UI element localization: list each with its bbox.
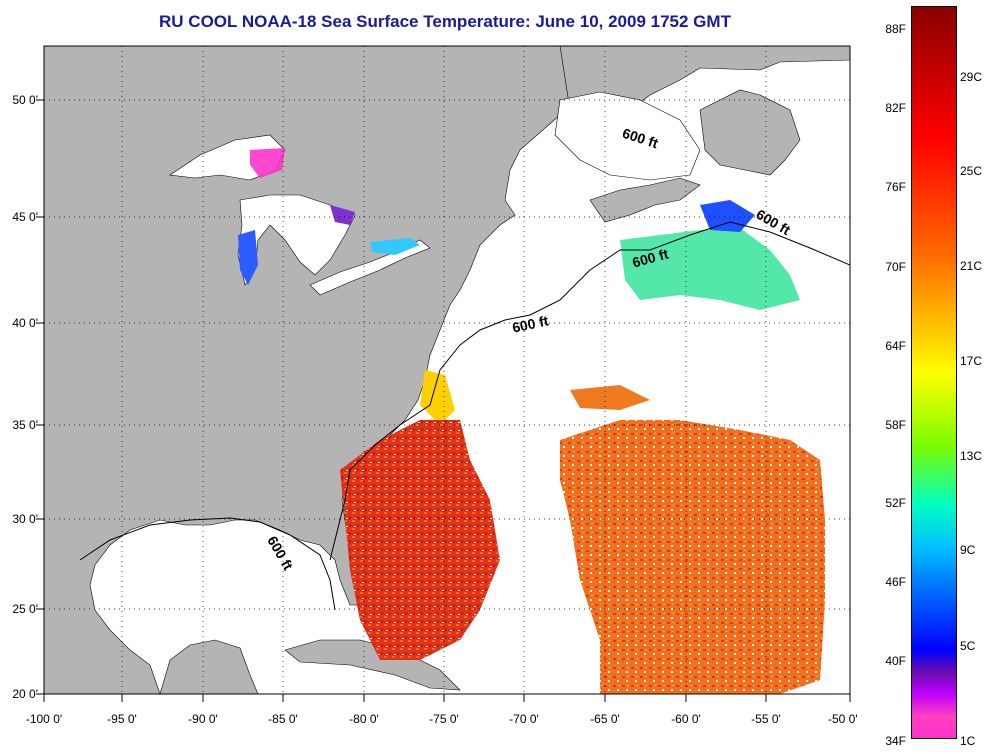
sst-lake-ontario — [370, 238, 420, 255]
lat-label: 35 0' — [12, 418, 38, 432]
colorbar-label-c: 25C — [960, 164, 983, 178]
colorbar-label-f: 64F — [885, 339, 906, 353]
lon-label: -50 0' — [828, 712, 858, 726]
colorbar-label-c: 1C — [960, 734, 976, 748]
lon-label: -95 0' — [107, 712, 137, 726]
colorbar-label-f: 70F — [885, 260, 906, 274]
lat-label: 30 0' — [12, 512, 38, 526]
contour-600ft — [79, 221, 850, 611]
lat-label: 20 0' — [12, 687, 38, 701]
colorbar-label-c: 5C — [960, 639, 976, 653]
lake-erie-ontario — [309, 239, 431, 296]
lon-label: -90 0' — [188, 712, 218, 726]
sst-east-patch — [570, 385, 650, 410]
land-nova-scotia — [589, 177, 701, 223]
lon-label: -80 0' — [349, 712, 379, 726]
gulf-st-lawrence — [554, 91, 701, 181]
lon-label: -75 0' — [429, 712, 459, 726]
colorbar-label-c: 9C — [960, 543, 976, 557]
sst-sargasso — [560, 420, 825, 694]
map-title: RU COOL NOAA-18 Sea Surface Temperature:… — [159, 12, 731, 31]
sst-cold-patch — [700, 200, 755, 232]
lat-label: 50 0' — [12, 93, 38, 107]
colorbar-label-f: 88F — [885, 22, 906, 36]
lon-label: -100 0' — [25, 712, 63, 726]
lon-label: -85 0' — [268, 712, 298, 726]
sst-gulf-maine — [620, 228, 800, 310]
lon-label: -55 0' — [751, 712, 781, 726]
grid-lines — [44, 46, 850, 694]
colorbar-label-f: 52F — [885, 496, 906, 510]
lon-label: -70 0' — [509, 712, 539, 726]
lat-label: 45 0' — [12, 210, 38, 224]
colorbar-label-f: 82F — [885, 101, 906, 115]
colorbar-label-c: 13C — [960, 449, 983, 463]
colorbar-label-f: 46F — [885, 575, 906, 589]
lat-label: 25 0' — [12, 602, 38, 616]
colorbar-label-f: 76F — [885, 180, 906, 194]
sst-lake-huron — [330, 205, 355, 225]
colorbar-label-f: 34F — [885, 734, 906, 748]
sst-cape-hatteras — [420, 370, 455, 425]
sst-lake-superior — [250, 148, 285, 178]
sst-lake-michigan — [238, 230, 258, 285]
land-newfoundland — [699, 89, 801, 176]
colorbar-label-c: 17C — [960, 354, 983, 368]
temperature-colorbar — [911, 6, 957, 739]
colorbar-label-c: 29C — [960, 70, 983, 84]
sst-gulf-stream — [340, 420, 500, 660]
lat-label: 40 0' — [12, 316, 38, 330]
colorbar-label-f: 58F — [885, 418, 906, 432]
land-yucatan — [159, 639, 259, 694]
land-cuba — [284, 639, 461, 691]
lon-label: -60 0' — [671, 712, 701, 726]
colorbar-label-f: 40F — [885, 654, 906, 668]
colorbar-label-c: 21C — [960, 259, 983, 273]
lon-label: -65 0' — [590, 712, 620, 726]
